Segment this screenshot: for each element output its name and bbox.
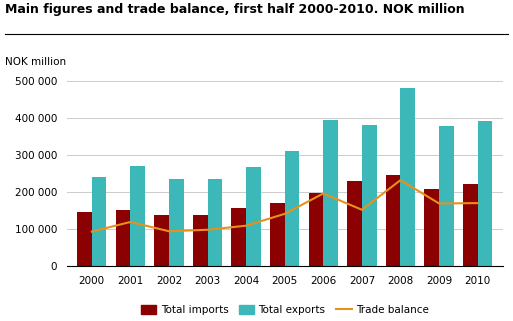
Bar [130, 166, 145, 266]
Bar [193, 215, 208, 266]
Bar [386, 175, 401, 266]
Bar [362, 125, 377, 266]
Bar [270, 204, 285, 266]
Bar [231, 208, 246, 266]
Bar [439, 126, 453, 266]
Bar [424, 189, 439, 266]
Text: Main figures and trade balance, first half 2000-2010. NOK million: Main figures and trade balance, first ha… [5, 3, 465, 16]
Bar [323, 120, 338, 266]
Legend: Total imports, Total exports, Trade balance: Total imports, Total exports, Trade bala… [136, 301, 433, 319]
Bar [77, 212, 92, 266]
Bar [208, 179, 222, 266]
Bar [246, 167, 261, 266]
Bar [154, 214, 169, 266]
Bar [478, 121, 492, 266]
Bar [285, 151, 300, 266]
Bar [92, 177, 106, 266]
Bar [169, 179, 184, 266]
Bar [309, 193, 323, 266]
Bar [401, 88, 415, 266]
Bar [463, 184, 478, 266]
Bar [347, 181, 362, 266]
Text: NOK million: NOK million [5, 57, 66, 67]
Bar [116, 210, 130, 266]
